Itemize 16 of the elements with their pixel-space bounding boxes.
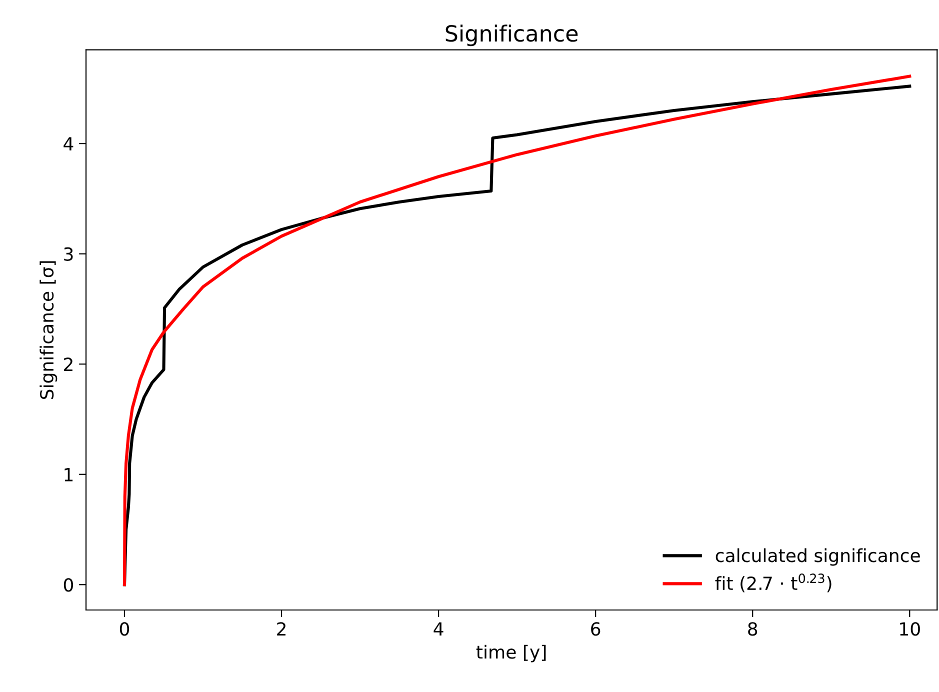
- x-tick-label: 6: [591, 622, 600, 636]
- y-tick-label: 3: [64, 247, 73, 261]
- x-axis-title: time [y]: [476, 644, 546, 662]
- legend-label: fit (2.7 · t$^{0.23}$): [715, 574, 832, 592]
- x-tick-label: 0: [120, 622, 130, 636]
- y-axis-title: Significance [σ]: [40, 261, 58, 399]
- x-tick-label: 4: [434, 622, 444, 636]
- y-tick-label: 4: [64, 137, 74, 150]
- x-tick-label: 8: [748, 622, 758, 636]
- x-tick-label: 2: [277, 622, 286, 636]
- x-tick-label: 10: [900, 622, 920, 636]
- y-tick-label: 2: [64, 358, 72, 371]
- y-tick-label: 0: [64, 578, 74, 592]
- y-tick-label: 1: [64, 468, 73, 482]
- chart-title: Significance: [446, 24, 578, 46]
- legend-label: calculated significance: [716, 548, 920, 566]
